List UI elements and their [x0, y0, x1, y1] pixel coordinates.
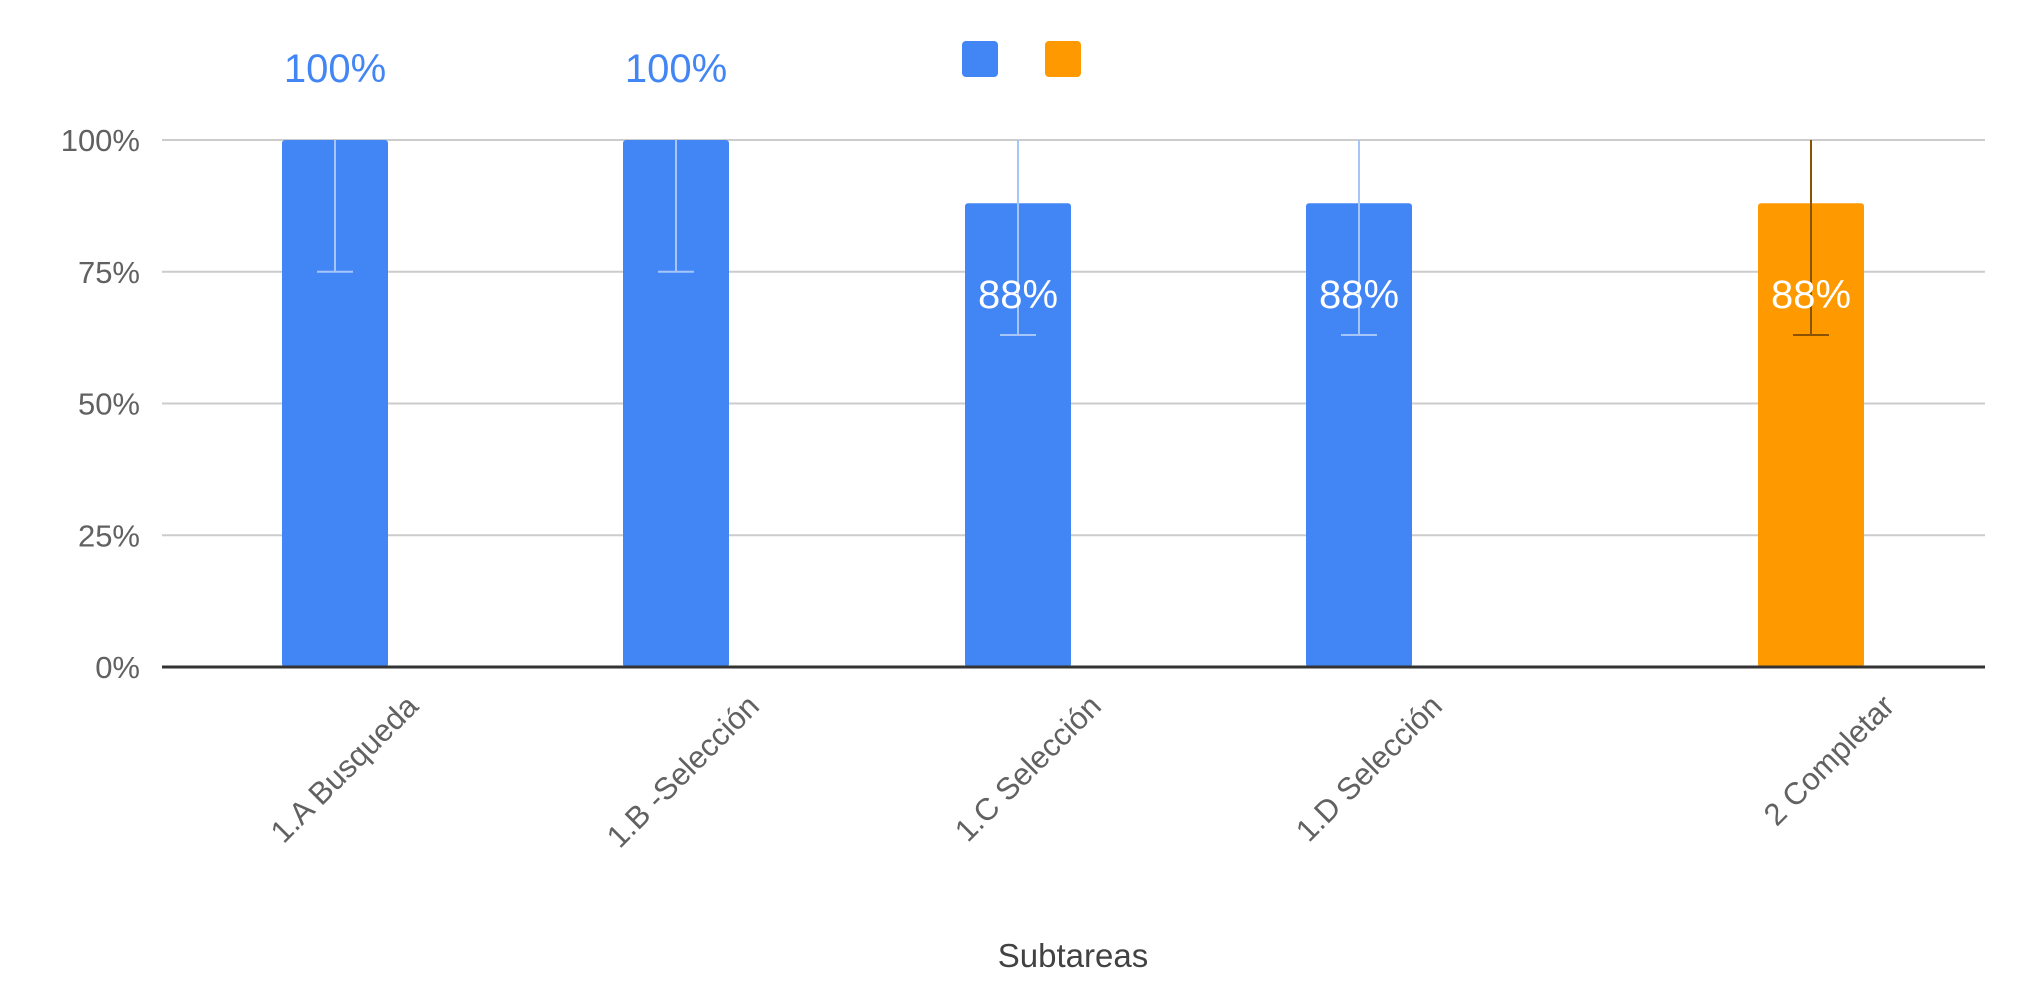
grid-lines: [162, 139, 1985, 537]
data-label: 100%: [625, 47, 727, 91]
y-tick-label: 75%: [78, 255, 140, 290]
x-tick-label: 2 Completar: [1757, 688, 1901, 832]
x-tick-label: 1.C Selección: [948, 688, 1108, 848]
data-label: 100%: [284, 47, 386, 91]
x-axis-title: Subtareas: [998, 937, 1148, 974]
bars: 100% 100% 88% 88% 88%: [282, 47, 1864, 668]
y-tick-label: 0%: [95, 650, 140, 685]
x-axis-ticks: 1.A Busqueda 1.B -Selección 1.C Selección 1…: [264, 688, 1901, 855]
legend-swatch: [1045, 41, 1081, 77]
data-label: 88%: [1319, 273, 1399, 317]
x-tick-label: 1.A Busqueda: [264, 688, 426, 850]
bar: [282, 140, 388, 667]
y-tick-label: 100%: [61, 123, 140, 158]
x-tick-label: 1.B -Selección: [600, 688, 766, 854]
legend-swatch: [962, 41, 998, 77]
y-axis-ticks: 0% 25% 50% 75% 100%: [61, 123, 140, 685]
bar: [1758, 203, 1864, 668]
data-label: 88%: [1771, 273, 1851, 317]
bar: [1306, 203, 1412, 668]
bar: [623, 140, 729, 667]
y-tick-label: 25%: [78, 518, 140, 553]
bar: [965, 203, 1071, 668]
data-label: 88%: [978, 273, 1058, 317]
x-tick-label: 1.D Selección: [1289, 688, 1449, 848]
legend: [962, 41, 1081, 77]
y-tick-label: 50%: [78, 387, 140, 422]
